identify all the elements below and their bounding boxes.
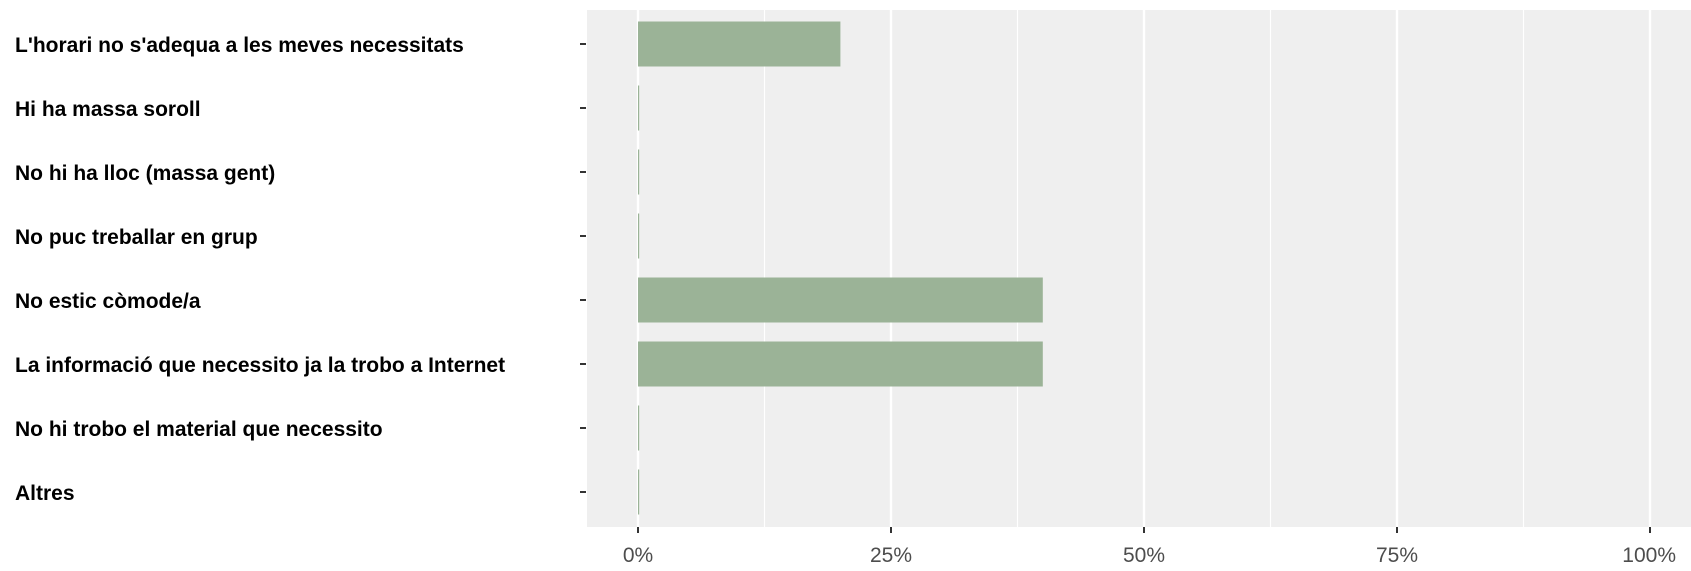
x-tick-label: 25% [870,544,912,567]
category-label: Altres [15,482,75,505]
bar [638,405,640,451]
bar [638,341,1043,387]
category-label: Hi ha massa soroll [15,98,201,121]
category-label: No puc treballar en grup [15,226,258,249]
category-labels: L'horari no s'adequa a les meves necessi… [15,34,586,505]
plot-panel [587,10,1691,527]
bar [638,85,640,131]
category-label: No hi trobo el material que necessito [15,418,383,441]
bar [638,277,1043,323]
category-label: L'horari no s'adequa a les meves necessi… [15,34,464,57]
x-tick-label: 0% [623,544,653,567]
x-tick-label: 50% [1123,544,1165,567]
bar [638,149,640,195]
x-tick-label: 100% [1622,544,1676,567]
x-tick-labels: 0% 25% 50% 75% 100% [623,527,1676,567]
category-label: La informació que necessito ja la trobo … [15,354,505,377]
category-label: No estic còmode/a [15,290,201,313]
bar [638,213,640,259]
x-tick-label: 75% [1376,544,1418,567]
bar [638,21,841,67]
bar [638,469,640,515]
category-label: No hi ha lloc (massa gent) [15,162,275,185]
bars [638,21,1043,515]
